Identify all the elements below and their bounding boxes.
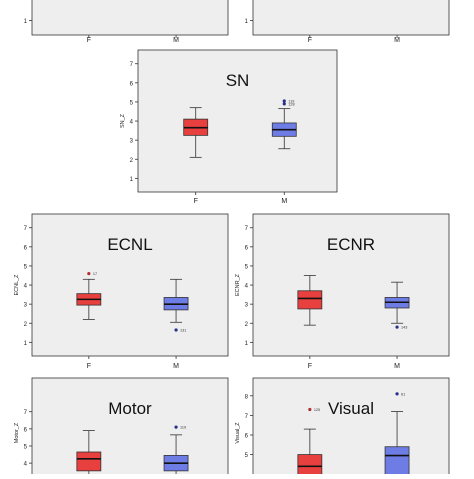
y-tick-label: 4 <box>245 284 249 290</box>
outlier-point <box>282 99 286 103</box>
y-tick-label: 4 <box>24 284 28 290</box>
y-tick-label: 3 <box>24 303 28 309</box>
y-tick-label: 7 <box>24 226 28 232</box>
box-iqr <box>297 290 323 310</box>
panel-6: 5 6 7 8 Visual_Z Visual 125 61 <box>235 377 450 479</box>
outlier-label: 17 <box>93 272 97 276</box>
box-iqr <box>384 446 410 476</box>
panel-0: 12FM <box>24 0 229 44</box>
category-label-f: F <box>308 37 312 44</box>
outlier-point <box>174 425 178 429</box>
y-axis-label: Motor_Z <box>14 422 20 443</box>
outlier-label: 119 <box>288 99 294 103</box>
y-tick-label: 1 <box>130 177 134 183</box>
outlier-label: 125 <box>314 408 320 412</box>
y-tick-label: 6 <box>24 427 28 433</box>
y-axis-label: SN_Z <box>120 113 126 128</box>
outlier-point <box>87 271 91 276</box>
box-f <box>183 107 209 158</box>
outlier-point <box>395 325 399 329</box>
y-tick-label: 1 <box>245 341 249 347</box>
y-tick-label: 4 <box>130 120 134 126</box>
category-label-m: M <box>394 37 400 44</box>
y-tick-label: 6 <box>245 433 249 439</box>
y-tick-label: 1 <box>24 19 28 25</box>
outlier-label: 143 <box>401 326 407 330</box>
y-tick-label: 1 <box>245 19 249 25</box>
y-tick-label: 7 <box>24 410 28 416</box>
box-iqr <box>76 451 102 472</box>
y-tick-label: 4 <box>24 462 28 468</box>
box-m <box>384 411 410 479</box>
y-tick-label: 2 <box>245 322 249 328</box>
box-m <box>384 281 410 324</box>
plot-area <box>252 377 450 479</box>
chart-title-sn: SN <box>226 71 250 90</box>
chart-title-motor: Motor <box>108 399 152 418</box>
outlier-point <box>308 407 312 412</box>
category-label-f: F <box>87 37 91 44</box>
outlier-label: 61 <box>401 392 405 396</box>
box-m <box>271 108 297 150</box>
y-tick-label: 7 <box>130 62 134 68</box>
outlier-label: 131 <box>180 328 186 332</box>
chart-title-ecnl: ECNL <box>107 235 152 254</box>
y-axis-label: Visual_Z <box>235 422 241 444</box>
panel-5: 4 5 6 7 Motor_Z Motor 119 <box>14 377 229 479</box>
y-tick-label: 3 <box>130 139 134 145</box>
y-tick-label: 1 <box>24 341 28 347</box>
y-tick-label: 5 <box>245 264 249 270</box>
box-f <box>76 278 102 320</box>
category-label-f: F <box>308 363 312 370</box>
y-tick-label: 7 <box>245 226 249 232</box>
outlier-point <box>174 328 178 332</box>
plot-area <box>137 49 338 193</box>
box-f <box>297 275 323 326</box>
plot-area <box>31 0 229 36</box>
y-tick-label: 2 <box>130 158 134 164</box>
plot-area <box>252 213 450 357</box>
y-tick-label: 5 <box>24 445 28 451</box>
y-axis-label: ECNL_Z <box>14 274 20 296</box>
plot-area <box>31 377 229 479</box>
panel-4: 1 2 3 4 5 6 7 ECNR_Z ECNR F M 143 <box>235 213 450 370</box>
category-label-f: F <box>194 198 198 205</box>
y-tick-label: 5 <box>245 453 249 459</box>
box-iqr <box>297 454 323 477</box>
chart-title-ecnr: ECNR <box>327 235 375 254</box>
y-tick-label: 2 <box>24 322 28 328</box>
panel-1: 12FM <box>245 0 450 44</box>
category-label-m: M <box>394 363 400 370</box>
y-tick-label: 6 <box>245 245 249 251</box>
chart-title-visual: Visual <box>328 399 374 418</box>
y-tick-label: 5 <box>130 100 134 106</box>
box-f <box>76 430 102 479</box>
y-tick-label: 6 <box>130 81 134 87</box>
outlier-point <box>282 102 286 106</box>
category-label-f: F <box>87 363 91 370</box>
outlier-label: 128 <box>288 102 294 106</box>
panel-3: 1 2 3 4 5 6 7 ECNL_Z ECNL F M 17 131 <box>14 213 229 370</box>
y-tick-label: 3 <box>245 303 249 309</box>
category-label-m: M <box>173 363 179 370</box>
y-tick-label: 8 <box>245 394 249 400</box>
y-tick-label: 6 <box>24 245 28 251</box>
category-label-m: M <box>173 37 179 44</box>
outlier-point <box>395 392 399 396</box>
category-label-m: M <box>281 198 287 205</box>
y-axis-label: ECNR_Z <box>235 273 241 296</box>
y-tick-label: 5 <box>24 264 28 270</box>
y-tick-label: 7 <box>245 414 249 420</box>
plot-area <box>252 0 450 36</box>
outlier-label: 119 <box>180 426 186 430</box>
box-m <box>163 278 189 323</box>
